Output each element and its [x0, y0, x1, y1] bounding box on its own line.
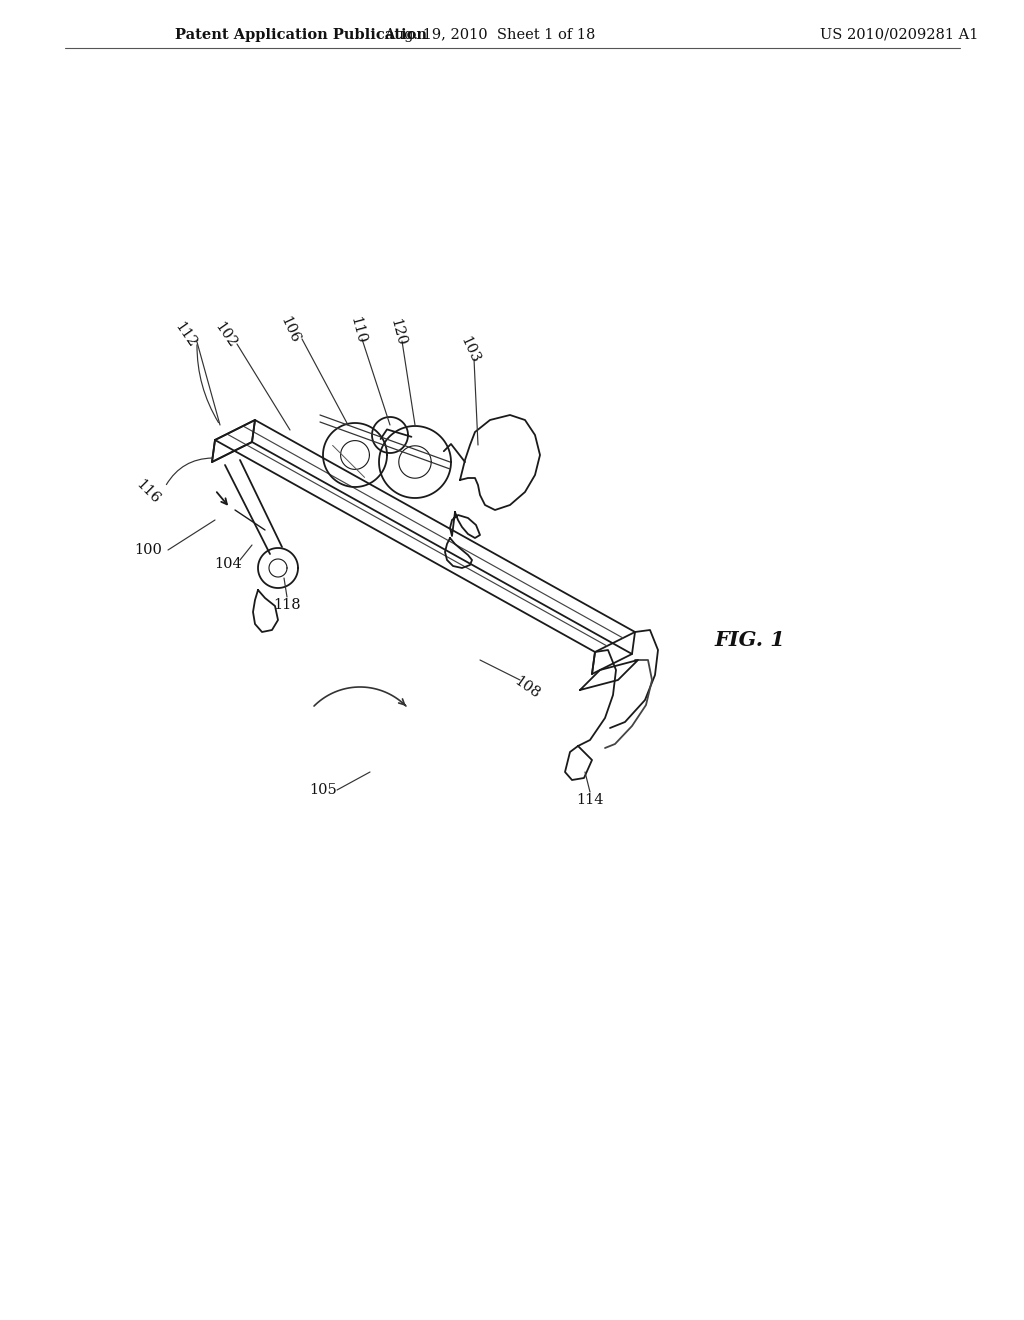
- Text: 102: 102: [211, 319, 239, 350]
- Text: 116: 116: [133, 478, 163, 507]
- Text: FIG. 1: FIG. 1: [715, 630, 785, 649]
- Text: 104: 104: [214, 557, 242, 572]
- Text: Aug. 19, 2010  Sheet 1 of 18: Aug. 19, 2010 Sheet 1 of 18: [384, 28, 596, 42]
- Text: 114: 114: [577, 793, 604, 807]
- Text: 120: 120: [388, 317, 409, 347]
- Text: 108: 108: [512, 675, 543, 702]
- Text: 112: 112: [171, 319, 199, 350]
- Text: 103: 103: [458, 334, 482, 366]
- Text: 106: 106: [278, 314, 302, 346]
- Text: US 2010/0209281 A1: US 2010/0209281 A1: [820, 28, 978, 42]
- Text: 100: 100: [134, 543, 162, 557]
- Text: 118: 118: [273, 598, 301, 612]
- Text: Patent Application Publication: Patent Application Publication: [175, 28, 427, 42]
- Text: 110: 110: [348, 315, 369, 345]
- Text: 105: 105: [309, 783, 337, 797]
